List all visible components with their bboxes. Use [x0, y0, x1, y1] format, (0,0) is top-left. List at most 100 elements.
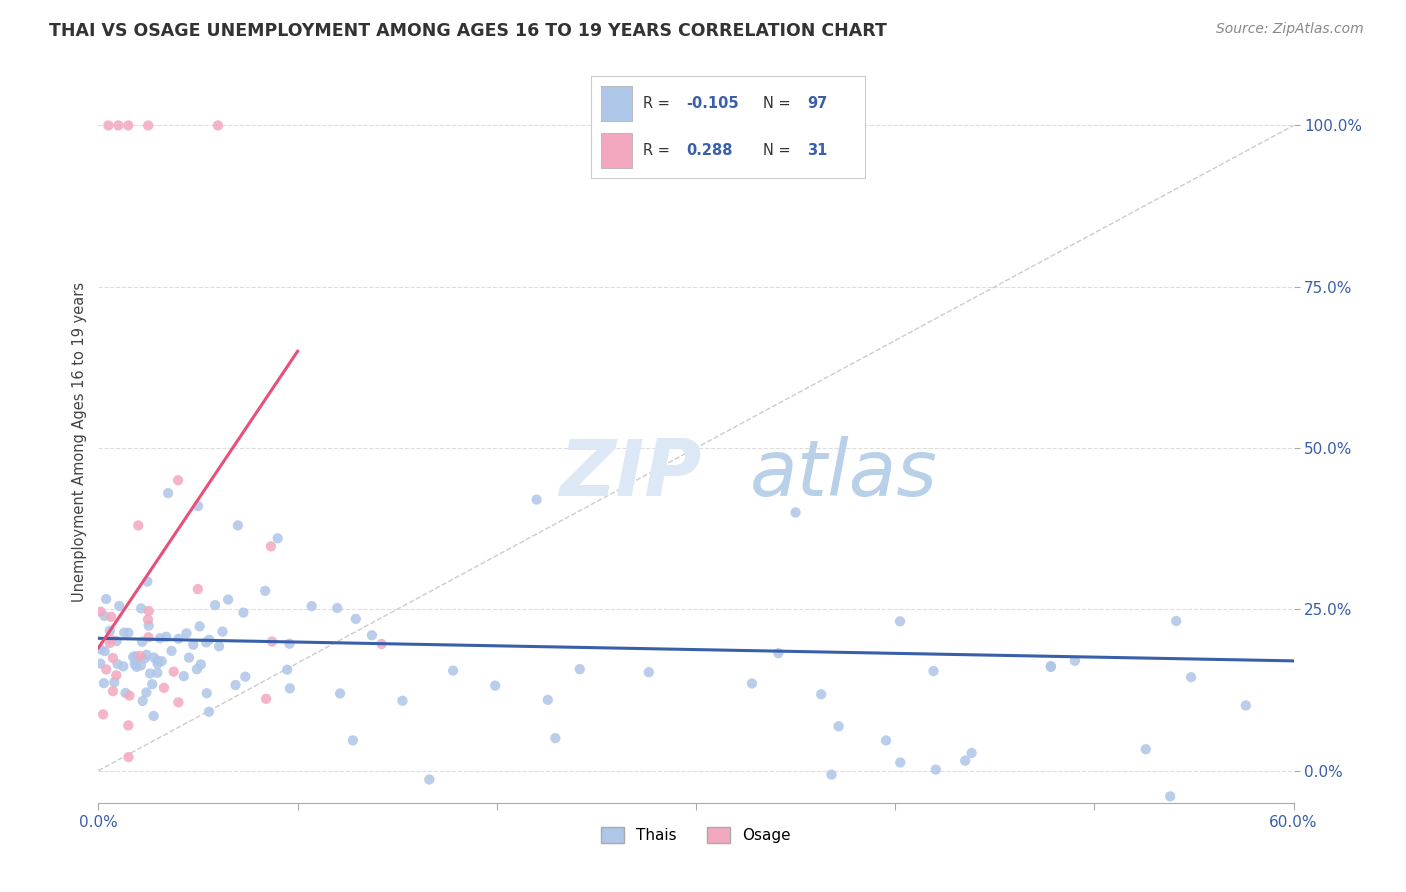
Point: [127, 518, 149, 533]
Point: [98, 636, 121, 650]
Point: [186, 662, 208, 676]
Text: N =: N =: [763, 96, 796, 111]
Point: [370, 637, 392, 651]
Point: [134, 651, 156, 665]
Point: [254, 691, 277, 706]
Point: [96, 662, 118, 676]
Point: [568, 662, 591, 676]
Point: [267, 531, 290, 545]
Point: [260, 634, 283, 648]
Point: [329, 686, 352, 700]
Point: [167, 695, 190, 709]
Point: [131, 635, 153, 649]
Point: [167, 473, 190, 487]
Point: [155, 630, 177, 644]
Point: [114, 686, 136, 700]
Point: [105, 634, 128, 648]
Point: [1135, 742, 1157, 756]
Point: [785, 506, 807, 520]
Text: 0.288: 0.288: [686, 144, 733, 158]
Point: [484, 679, 506, 693]
Point: [141, 677, 163, 691]
Point: [93, 644, 115, 658]
Point: [217, 592, 239, 607]
Text: 97: 97: [807, 96, 827, 111]
Point: [1064, 654, 1087, 668]
Point: [103, 675, 125, 690]
Point: [176, 626, 198, 640]
Point: [1166, 614, 1188, 628]
Point: [526, 492, 548, 507]
Point: [89, 642, 111, 657]
Point: [136, 613, 159, 627]
Point: [100, 632, 122, 647]
Point: [93, 609, 115, 624]
Text: atlas: atlas: [749, 436, 938, 512]
Point: [418, 772, 440, 787]
Point: [89, 657, 111, 671]
Point: [129, 658, 152, 673]
Point: [177, 650, 200, 665]
Point: [301, 599, 323, 614]
Point: [112, 625, 135, 640]
Legend: Thais, Osage: Thais, Osage: [595, 822, 797, 849]
Point: [112, 659, 135, 673]
Text: 31: 31: [807, 144, 828, 158]
Point: [1234, 698, 1257, 713]
Point: [98, 624, 121, 638]
Point: [157, 486, 180, 500]
Point: [204, 598, 226, 612]
Point: [173, 669, 195, 683]
Point: [925, 763, 948, 777]
Point: [187, 582, 209, 596]
Point: [225, 678, 247, 692]
Point: [136, 119, 159, 133]
Point: [190, 657, 212, 672]
Point: [107, 119, 129, 133]
Point: [129, 601, 152, 615]
Point: [160, 644, 183, 658]
Point: [142, 650, 165, 665]
Point: [188, 619, 211, 633]
Point: [544, 731, 567, 746]
Point: [198, 632, 221, 647]
Point: [142, 709, 165, 723]
Point: [889, 615, 911, 629]
Point: [117, 119, 139, 133]
Point: [187, 499, 209, 513]
Text: Source: ZipAtlas.com: Source: ZipAtlas.com: [1216, 22, 1364, 37]
Point: [1180, 670, 1202, 684]
Point: [254, 583, 277, 598]
Point: [1159, 789, 1181, 804]
Point: [97, 119, 120, 133]
Point: [537, 693, 560, 707]
Point: [124, 657, 146, 671]
Point: [108, 599, 131, 613]
Point: [117, 718, 139, 732]
Text: R =: R =: [643, 144, 673, 158]
Point: [260, 540, 283, 554]
Point: [153, 681, 176, 695]
Point: [361, 628, 384, 642]
Point: [167, 632, 190, 646]
Text: THAI VS OSAGE UNEMPLOYMENT AMONG AGES 16 TO 19 YEARS CORRELATION CHART: THAI VS OSAGE UNEMPLOYMENT AMONG AGES 16…: [49, 22, 887, 40]
Point: [124, 654, 146, 668]
Point: [637, 665, 659, 680]
Point: [326, 601, 349, 615]
Point: [768, 646, 790, 660]
Point: [138, 630, 160, 644]
Point: [276, 663, 298, 677]
Point: [233, 670, 256, 684]
Point: [100, 609, 122, 624]
Point: [278, 681, 301, 696]
Point: [117, 750, 139, 764]
FancyBboxPatch shape: [602, 133, 631, 168]
Point: [135, 685, 157, 699]
Text: N =: N =: [763, 144, 796, 158]
Point: [183, 638, 205, 652]
Point: [90, 605, 112, 619]
Point: [107, 657, 129, 672]
Point: [810, 687, 832, 701]
Point: [150, 654, 173, 668]
Point: [278, 637, 301, 651]
